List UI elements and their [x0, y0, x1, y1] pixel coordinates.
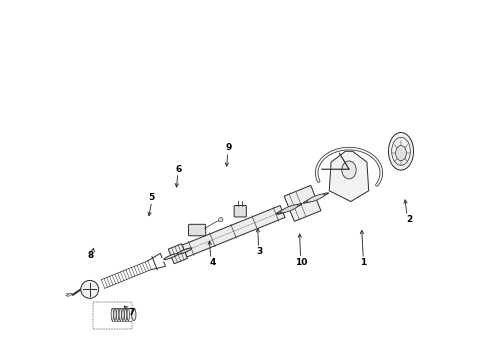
- Ellipse shape: [178, 248, 191, 254]
- Circle shape: [81, 280, 98, 298]
- Text: 10: 10: [295, 258, 308, 267]
- Ellipse shape: [52, 293, 58, 296]
- Ellipse shape: [111, 309, 114, 320]
- Text: 4: 4: [210, 258, 216, 267]
- Ellipse shape: [56, 293, 61, 296]
- Text: 8: 8: [88, 251, 94, 260]
- Ellipse shape: [117, 309, 119, 320]
- FancyBboxPatch shape: [189, 224, 206, 236]
- Text: 6: 6: [175, 165, 182, 174]
- Ellipse shape: [124, 309, 127, 320]
- Polygon shape: [284, 185, 321, 221]
- Ellipse shape: [342, 161, 356, 179]
- Ellipse shape: [127, 309, 129, 320]
- Circle shape: [219, 217, 223, 222]
- Polygon shape: [168, 244, 188, 264]
- Ellipse shape: [119, 309, 122, 320]
- Ellipse shape: [276, 209, 289, 214]
- Ellipse shape: [67, 293, 72, 296]
- Ellipse shape: [177, 248, 192, 254]
- Ellipse shape: [303, 193, 328, 203]
- Ellipse shape: [114, 309, 116, 320]
- Ellipse shape: [307, 194, 325, 202]
- Ellipse shape: [389, 132, 414, 170]
- Ellipse shape: [164, 253, 178, 260]
- Ellipse shape: [63, 293, 69, 296]
- Text: 1: 1: [360, 258, 367, 267]
- Ellipse shape: [132, 309, 136, 320]
- Text: 2: 2: [406, 215, 413, 224]
- Text: 3: 3: [256, 247, 263, 256]
- Ellipse shape: [395, 145, 406, 161]
- Ellipse shape: [280, 205, 298, 213]
- FancyBboxPatch shape: [234, 206, 246, 217]
- Ellipse shape: [277, 203, 302, 214]
- Text: 5: 5: [148, 193, 155, 202]
- Text: 9: 9: [226, 143, 232, 152]
- Ellipse shape: [59, 293, 65, 296]
- Polygon shape: [329, 151, 368, 202]
- Text: 7: 7: [129, 308, 135, 317]
- Polygon shape: [182, 206, 285, 257]
- Ellipse shape: [122, 309, 124, 320]
